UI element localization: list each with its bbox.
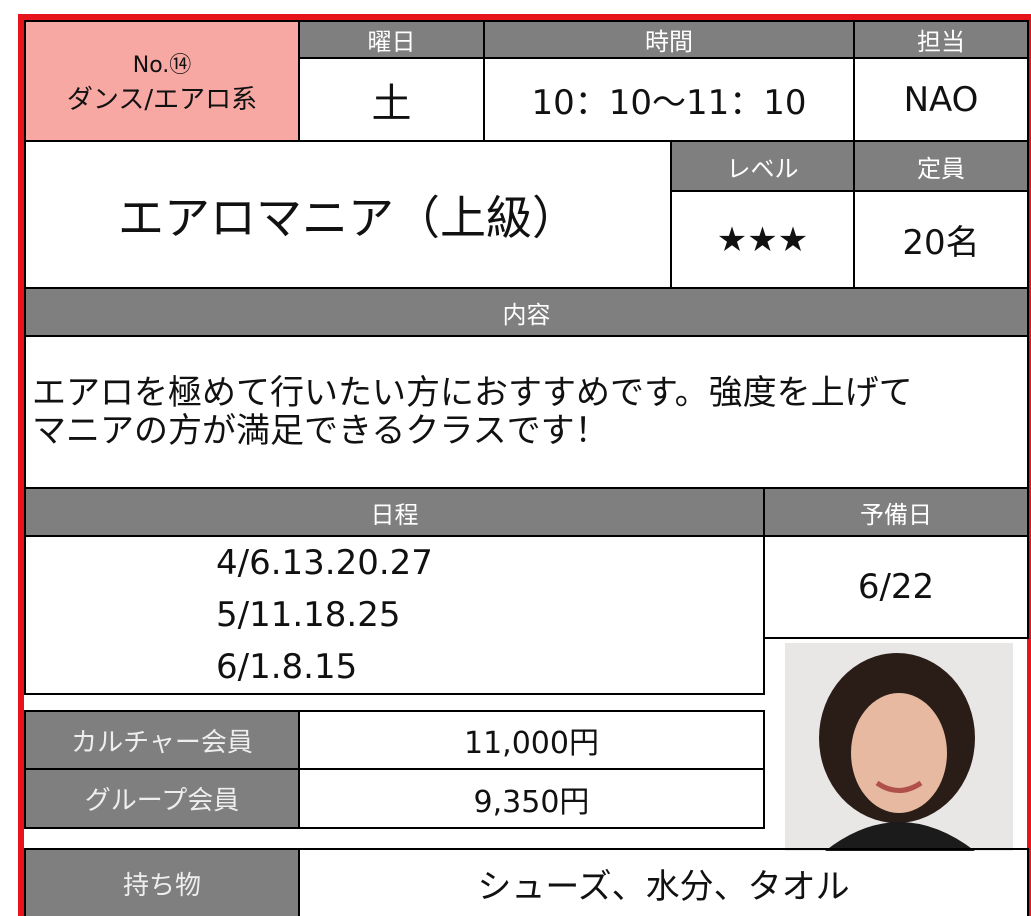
level: ★★★ xyxy=(670,190,855,289)
day-label: 曜日 xyxy=(298,20,485,59)
fee-price: 11,000円 xyxy=(298,710,765,770)
instructor-label: 担当 xyxy=(853,20,1029,59)
content-cell: エアロを極めて行いたい方におすすめです。強度を上げて マニアの方が満足できるクラ… xyxy=(24,335,1029,489)
content-line: エアロを極めて行いたい方におすすめです。強度を上げて xyxy=(32,373,913,413)
frame-top xyxy=(18,14,1031,20)
content-line: マニアの方が満足できるクラスです！ xyxy=(32,411,609,451)
day: 土 xyxy=(298,57,485,142)
capacity: 20名 xyxy=(853,190,1029,289)
schedule-cell: 4/6.13.20.27 5/11.18.25 6/1.8.15 xyxy=(24,535,765,695)
instructor: NAO xyxy=(853,57,1029,142)
capacity-label: 定員 xyxy=(853,140,1029,192)
schedule-line: 5/11.18.25 xyxy=(216,595,401,635)
items-label: 持ち物 xyxy=(24,848,300,916)
level-label: レベル xyxy=(670,140,855,192)
instructor-photo xyxy=(785,643,1013,851)
category: ダンス/エアロ系 xyxy=(66,84,258,115)
schedule-line: 4/6.13.20.27 xyxy=(216,543,433,583)
class-number: No.⑭ xyxy=(132,52,192,78)
fee-price: 9,350円 xyxy=(298,768,765,829)
content-label: 内容 xyxy=(24,287,1029,337)
time-label: 時間 xyxy=(483,20,855,59)
fee-label: カルチャー会員 xyxy=(24,710,300,770)
frame-left xyxy=(18,14,24,916)
time: 10：10～11：10 xyxy=(483,57,855,142)
schedule-line: 6/1.8.15 xyxy=(216,647,358,687)
reserve: 6/22 xyxy=(763,535,1029,639)
reserve-label: 予備日 xyxy=(763,487,1029,537)
title: エアロマニア（上級） xyxy=(24,140,672,289)
class-number-cell: No.⑭ ダンス/エアロ系 xyxy=(24,20,300,142)
items: シューズ、水分、タオル xyxy=(298,848,1029,916)
schedule-label: 日程 xyxy=(24,487,765,537)
frame-right xyxy=(1027,14,1031,916)
fee-label: グループ会員 xyxy=(24,768,300,829)
